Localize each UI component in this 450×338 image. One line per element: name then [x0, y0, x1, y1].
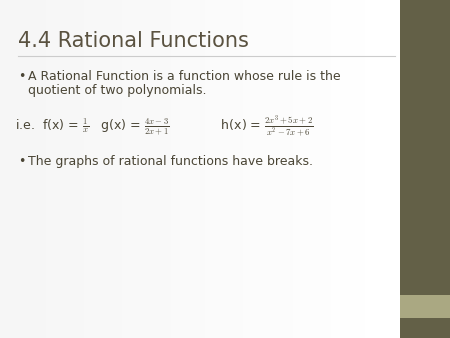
Bar [400, 0, 450, 295]
Text: A Rational Function is a function whose rule is the: A Rational Function is a function whose … [28, 70, 341, 83]
Text: The graphs of rational functions have breaks.: The graphs of rational functions have br… [28, 155, 313, 168]
Text: 4.4 Rational Functions: 4.4 Rational Functions [18, 31, 249, 51]
Bar [400, 318, 450, 338]
Bar [400, 295, 450, 318]
Text: quotient of two polynomials.: quotient of two polynomials. [28, 84, 207, 97]
Text: •: • [18, 155, 25, 168]
Text: •: • [18, 70, 25, 83]
Text: i.e.  f(x) = $\frac{1}{x}$   g(x) = $\frac{4x-3}{2x+1}$             h(x) = $\fra: i.e. f(x) = $\frac{1}{x}$ g(x) = $\frac{… [15, 113, 314, 139]
